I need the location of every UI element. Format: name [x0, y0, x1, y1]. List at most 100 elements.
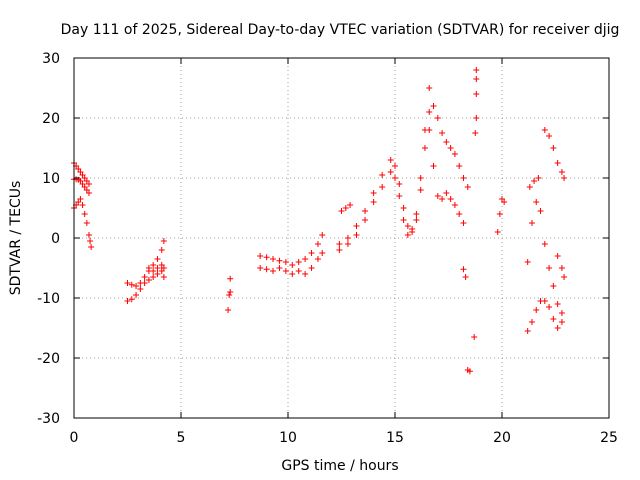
data-point [550, 145, 557, 151]
data-point [370, 199, 377, 205]
y-tick-label: -10 [37, 291, 60, 307]
data-point [524, 328, 531, 334]
data-point [421, 145, 428, 151]
data-point [379, 172, 386, 178]
series-arc-6 [145, 262, 167, 280]
data-point [87, 238, 94, 244]
data-point [370, 190, 377, 196]
data-point [533, 307, 540, 313]
data-point [464, 184, 471, 190]
data-point [353, 223, 360, 229]
data-point [289, 271, 296, 277]
data-point [387, 157, 394, 163]
series-arc-21 [541, 127, 568, 181]
data-point [558, 265, 565, 271]
data-point [462, 274, 469, 280]
data-point [558, 319, 565, 325]
data-point [150, 274, 157, 280]
data-point [558, 310, 565, 316]
data-point [282, 259, 289, 265]
data-point [451, 202, 458, 208]
data-point [145, 265, 152, 271]
data-point [443, 139, 450, 145]
data-point [362, 217, 369, 223]
series-arc-13 [426, 127, 467, 226]
data-point [460, 220, 467, 226]
data-point [535, 175, 542, 181]
data-point [83, 220, 90, 226]
data-point [400, 217, 407, 223]
data-point [496, 211, 503, 217]
data-point [473, 67, 480, 73]
data-point [524, 259, 531, 265]
data-point [353, 232, 360, 238]
data-point [124, 298, 131, 304]
x-tick-label: 20 [493, 430, 511, 446]
data-point [338, 208, 345, 214]
data-point [460, 175, 467, 181]
data-point [85, 190, 92, 196]
series-arc-18 [524, 199, 565, 316]
data-point [550, 316, 557, 322]
data-point [154, 271, 161, 277]
y-tick-label: 0 [51, 231, 60, 247]
data-point [77, 196, 84, 202]
data-point [128, 296, 135, 303]
data-point [473, 91, 480, 97]
data-point [409, 229, 416, 235]
data-point [379, 184, 386, 190]
series-arc-19 [524, 298, 565, 334]
data-point [336, 241, 343, 247]
data-point [276, 265, 283, 271]
data-point [319, 232, 326, 238]
y-tick-label: 20 [42, 111, 60, 127]
data-point [133, 283, 140, 289]
data-point [336, 247, 343, 253]
data-point [347, 202, 354, 208]
series-arc-16 [471, 67, 480, 340]
x-tick-label: 10 [279, 430, 297, 446]
data-point [541, 127, 548, 133]
data-point [227, 275, 234, 282]
series-arc-4 [124, 238, 167, 289]
data-point [85, 232, 92, 238]
data-point [302, 256, 309, 262]
data-point [494, 229, 501, 235]
data-point [308, 265, 315, 271]
data-point [447, 145, 454, 151]
axis-ticks: 0 5 10 15 20 25 -30 -20 -10 0 10 20 30 [37, 51, 618, 446]
data-point [276, 257, 283, 264]
data-point [413, 217, 420, 223]
data-point [400, 205, 407, 211]
data-point [270, 268, 277, 274]
data-point [154, 265, 161, 271]
series-arc-20 [526, 175, 542, 190]
data-point [554, 325, 561, 331]
data-point [314, 241, 321, 247]
data-point [554, 160, 561, 166]
data-point [546, 133, 553, 139]
data-point [88, 244, 95, 250]
data-point [501, 199, 508, 205]
data-point [473, 115, 480, 121]
data-point [295, 259, 302, 265]
series-arc-8 [257, 232, 326, 268]
x-tick-label: 5 [177, 430, 186, 446]
x-tick-label: 15 [386, 430, 404, 446]
data-point [128, 281, 135, 288]
data-point [226, 292, 233, 298]
series-arc-9 [257, 250, 326, 277]
data-point [456, 211, 463, 217]
data-point [160, 238, 167, 244]
data-point [531, 178, 538, 184]
data-point [137, 286, 144, 292]
data-point [447, 196, 454, 202]
chart-title: Day 111 of 2025, Sidereal Day-to-day VTE… [61, 22, 620, 38]
data-point [302, 271, 309, 277]
y-tick-label: -20 [37, 351, 60, 367]
data-point [546, 304, 553, 310]
data-point [344, 241, 351, 247]
data-point [270, 256, 277, 262]
data-point [257, 253, 264, 259]
